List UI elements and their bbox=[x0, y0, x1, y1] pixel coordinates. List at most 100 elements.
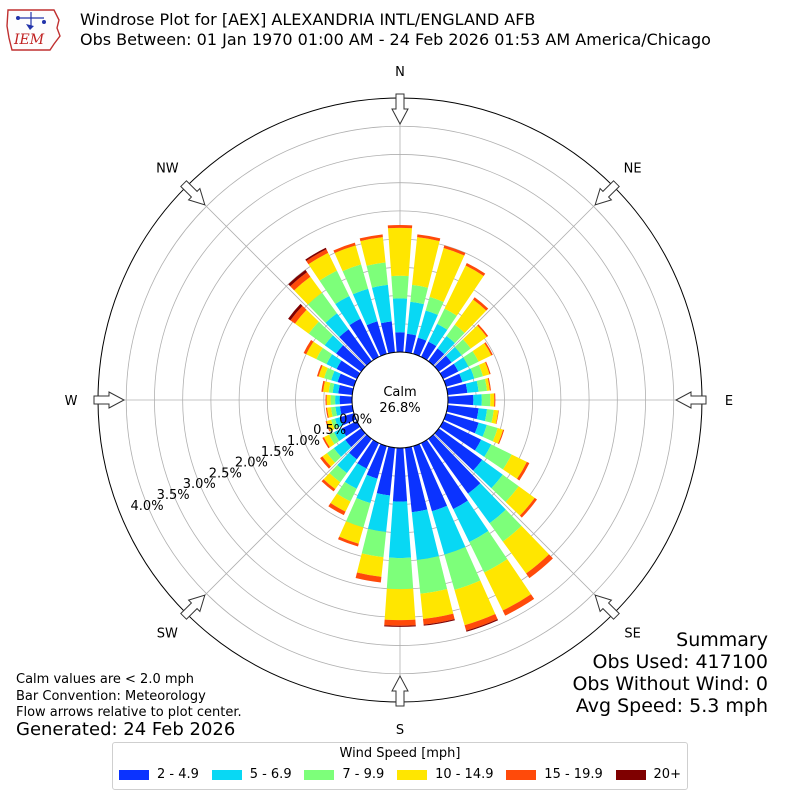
calm-label: Calm bbox=[383, 385, 416, 400]
summary-obs-without-wind: Obs Without Wind: 0 bbox=[572, 673, 768, 695]
grid-spoke bbox=[433, 433, 614, 614]
wind-bar-segment bbox=[328, 502, 346, 516]
wind-bar-segment bbox=[434, 355, 452, 372]
wind-bar-segment bbox=[485, 361, 491, 375]
wind-bar-segment bbox=[473, 297, 489, 311]
wind-bar-segment bbox=[342, 264, 369, 295]
legend-label: 2 - 4.9 bbox=[157, 767, 199, 782]
flow-arrow bbox=[391, 674, 409, 707]
wind-bar-segment bbox=[417, 310, 438, 341]
wind-bar-segment bbox=[459, 368, 475, 383]
wind-bar-segment bbox=[428, 323, 448, 347]
wind-bar-segment bbox=[477, 324, 489, 337]
flow-arrow bbox=[594, 180, 620, 206]
wind-bar-segment bbox=[502, 454, 527, 479]
wind-bar-segment bbox=[445, 347, 462, 363]
wind-bar-segment bbox=[526, 554, 553, 579]
legend-title: Wind Speed [mph] bbox=[339, 746, 461, 761]
legend-swatch bbox=[615, 769, 646, 780]
wind-bar-segment bbox=[444, 265, 484, 316]
wind-bar-segment bbox=[367, 493, 390, 532]
wind-bar-segment bbox=[446, 324, 465, 344]
wind-bar-segment bbox=[323, 381, 331, 393]
wind-bar-segment bbox=[316, 364, 323, 377]
radial-tick-label: 0.0% bbox=[339, 412, 372, 427]
wind-bar-segment bbox=[411, 509, 439, 561]
wind-bar-segment bbox=[322, 437, 330, 449]
wind-bar-segment bbox=[330, 406, 337, 417]
wind-bar-segment bbox=[355, 572, 382, 583]
wind-bar-segment bbox=[331, 370, 341, 383]
summary-obs-used: Obs Used: 417100 bbox=[592, 651, 768, 673]
wind-bar-segment bbox=[405, 333, 417, 354]
wind-bar-segment bbox=[325, 313, 349, 338]
wind-bar-segment bbox=[330, 493, 351, 512]
wind-bar-segment bbox=[294, 309, 319, 334]
wind-bar-segment bbox=[463, 351, 479, 367]
wind-bar-segment bbox=[388, 501, 412, 559]
wind-bar-segment bbox=[478, 362, 490, 377]
wind-bar-segment bbox=[305, 247, 327, 262]
wind-bar-segment bbox=[325, 421, 331, 432]
wind-bar-segment bbox=[334, 417, 344, 428]
legend-label: 15 - 19.9 bbox=[544, 767, 603, 782]
wind-bar-segment bbox=[361, 528, 387, 558]
wind-bar-segment bbox=[335, 395, 340, 405]
wind-bar-segment bbox=[335, 406, 342, 416]
wind-bar-segment bbox=[333, 242, 356, 254]
wind-bar-segment bbox=[336, 481, 357, 502]
wind-bar-segment bbox=[392, 447, 408, 502]
wind-bar-segment bbox=[443, 245, 466, 256]
wind-bar-segment bbox=[316, 347, 333, 365]
wind-bar-segment bbox=[345, 428, 366, 448]
compass-labels: N NE E SE S SW W NW bbox=[65, 65, 734, 738]
flow-arrow bbox=[180, 594, 206, 620]
calm-value: 26.8% bbox=[379, 401, 420, 416]
wind-bar-segment bbox=[502, 525, 550, 574]
wind-bar-segment bbox=[339, 329, 372, 366]
wind-bar-segment bbox=[308, 252, 337, 281]
radial-tick-label: 1.0% bbox=[287, 434, 320, 449]
radial-tick-label: 0.5% bbox=[313, 423, 346, 438]
legend-item: 2 - 4.9 bbox=[119, 767, 199, 782]
wind-bar-segment bbox=[337, 373, 357, 387]
legend-label: 7 - 9.9 bbox=[342, 767, 385, 782]
wind-bar-segment bbox=[392, 298, 408, 333]
compass-label: W bbox=[65, 394, 78, 409]
wind-bar-segment bbox=[336, 360, 361, 379]
legend-swatch bbox=[506, 769, 537, 780]
wind-bar-segment bbox=[492, 428, 504, 444]
chart-subtitle: Obs Between: 01 Jan 1970 01:00 AM - 24 F… bbox=[80, 30, 711, 49]
wind-bar-segment bbox=[288, 269, 308, 287]
wind-bar-segment bbox=[423, 613, 455, 625]
wind-bar-segment bbox=[519, 497, 538, 518]
wind-bar-segment bbox=[484, 444, 512, 470]
wind-bar-segment bbox=[421, 439, 468, 510]
flow-arrow bbox=[391, 93, 409, 126]
wind-bar-segment bbox=[428, 348, 445, 366]
wind-bar-segment bbox=[337, 452, 357, 474]
compass-label: E bbox=[725, 394, 733, 409]
wind-bar-segment bbox=[319, 270, 350, 305]
legend-label: 10 - 14.9 bbox=[435, 767, 494, 782]
wind-bar-segment bbox=[443, 373, 463, 387]
wind-bar-segment bbox=[323, 434, 335, 448]
wind-bar-segment bbox=[327, 407, 333, 418]
wind-bar-segment bbox=[323, 473, 341, 490]
wind-bar-segment bbox=[338, 536, 359, 547]
radial-tick-label: 2.5% bbox=[209, 466, 242, 481]
flow-arrows bbox=[93, 93, 707, 707]
iem-logo-graphic: IEM bbox=[6, 9, 61, 51]
wind-bar-segment bbox=[447, 394, 474, 406]
wind-bar-segment bbox=[446, 405, 479, 420]
legend-item: 15 - 19.9 bbox=[506, 767, 603, 782]
legend-item: 5 - 6.9 bbox=[211, 767, 292, 782]
wind-bar-segment bbox=[474, 422, 487, 437]
wind-bar-segment bbox=[502, 594, 535, 616]
wind-bar-segment bbox=[437, 308, 457, 330]
wind-bar-segment bbox=[341, 421, 361, 437]
wind-bar-segment bbox=[420, 588, 454, 619]
wind-bar-segment bbox=[349, 318, 379, 361]
wind-bar-segment bbox=[495, 410, 499, 425]
